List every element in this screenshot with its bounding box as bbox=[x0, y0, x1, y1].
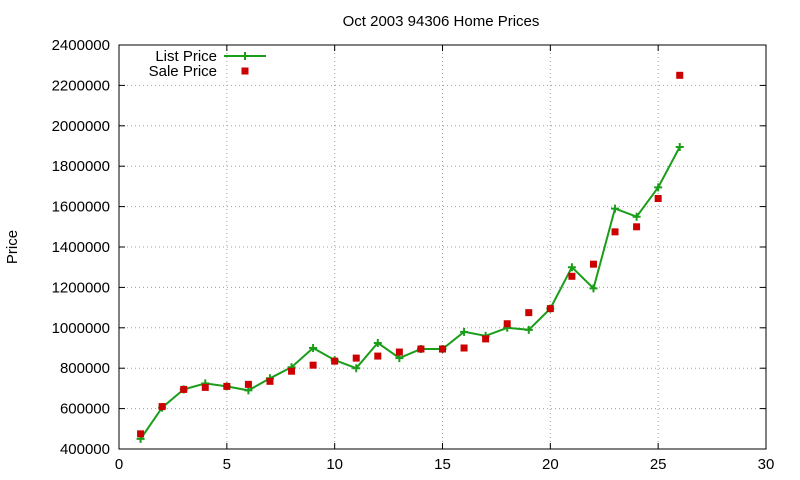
sale-price-point bbox=[223, 382, 231, 390]
sale-price-point bbox=[244, 380, 252, 388]
x-tick-label: 20 bbox=[542, 456, 559, 473]
sale-price-point bbox=[589, 260, 597, 268]
list-price-point bbox=[309, 344, 318, 352]
sale-price-point bbox=[525, 309, 533, 317]
list-price-point bbox=[611, 204, 620, 213]
list-price-point bbox=[589, 284, 598, 293]
sale-price-point bbox=[309, 361, 317, 369]
series-layer bbox=[136, 71, 684, 443]
sale-price-point bbox=[417, 345, 425, 353]
y-tick-label: 1400000 bbox=[52, 239, 110, 256]
sale-price-point bbox=[654, 195, 662, 203]
y-tick-label: 2000000 bbox=[52, 118, 110, 135]
list-price-point bbox=[460, 327, 469, 336]
list-price-point bbox=[675, 143, 684, 152]
chart-title: Oct 2003 94306 Home Prices bbox=[343, 13, 540, 30]
y-tick-label: 1600000 bbox=[52, 199, 110, 216]
list-price-point bbox=[524, 325, 533, 334]
plot-frame bbox=[118, 44, 767, 450]
y-tick-label: 2400000 bbox=[52, 37, 110, 54]
sale-price-point bbox=[266, 377, 274, 385]
legend-label-sale-price: Sale Price bbox=[149, 63, 217, 80]
x-tick-label: 30 bbox=[758, 456, 775, 473]
sale-price-point bbox=[568, 272, 576, 280]
sale-price-point bbox=[439, 345, 446, 353]
series-line-list-price bbox=[139, 146, 681, 440]
sale-price-point bbox=[201, 383, 209, 391]
axis-ticks: 400000 600000 800000 1000000 1200000 1400000 1… bbox=[52, 37, 775, 473]
legend-marker-list-price bbox=[241, 52, 249, 60]
legend-label-list-price: List Price bbox=[155, 48, 217, 65]
x-tick-label: 5 bbox=[223, 456, 231, 473]
sale-price-point bbox=[180, 385, 188, 393]
x-tick-label: 25 bbox=[650, 456, 667, 473]
legend: List Price Sale Price bbox=[149, 48, 266, 80]
sale-price-point bbox=[288, 367, 296, 375]
sale-price-point bbox=[546, 305, 554, 313]
sale-price-point bbox=[158, 403, 166, 411]
y-tick-label: 1800000 bbox=[52, 158, 110, 175]
y-tick-label: 1200000 bbox=[52, 279, 110, 296]
grid bbox=[119, 45, 766, 449]
y-tick-label: 600000 bbox=[60, 401, 110, 418]
sale-price-point bbox=[460, 344, 468, 352]
sale-price-point bbox=[676, 71, 684, 79]
sale-price-point bbox=[503, 320, 511, 328]
sale-price-point bbox=[331, 357, 339, 365]
legend-marker-sale-price bbox=[241, 67, 249, 75]
list-price-point bbox=[654, 183, 663, 192]
list-price-point bbox=[352, 364, 361, 373]
sale-price-point bbox=[137, 430, 145, 438]
sale-price-point bbox=[611, 228, 619, 236]
y-tick-label: 400000 bbox=[60, 441, 110, 458]
x-tick-label: 0 bbox=[115, 456, 123, 473]
sale-price-point bbox=[482, 335, 490, 343]
list-price-point bbox=[567, 263, 576, 272]
sale-price-point bbox=[633, 223, 641, 231]
x-tick-label: 10 bbox=[326, 456, 343, 473]
sale-price-point bbox=[395, 348, 403, 356]
y-tick-label: 1000000 bbox=[52, 320, 110, 337]
list-price-point bbox=[373, 338, 382, 347]
sale-price-point bbox=[352, 354, 360, 362]
sale-price-point bbox=[374, 352, 382, 360]
y-axis-label: Price bbox=[4, 230, 21, 264]
y-tick-label: 800000 bbox=[60, 360, 110, 377]
y-tick-label: 2200000 bbox=[52, 77, 110, 94]
x-tick-label: 15 bbox=[434, 456, 451, 473]
list-price-point bbox=[632, 212, 641, 221]
